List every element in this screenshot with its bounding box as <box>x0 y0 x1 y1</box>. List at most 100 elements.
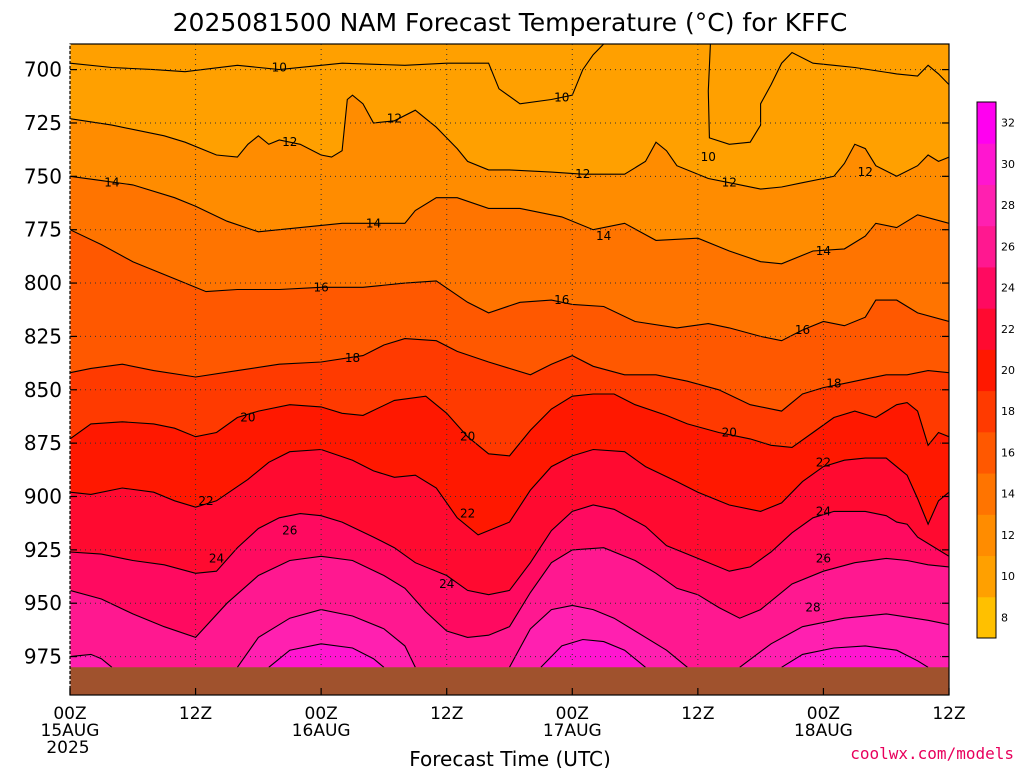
y-tick-label-725: 725 <box>24 111 62 135</box>
contour-label-3: 12 <box>282 135 297 149</box>
contour-label-17: 20 <box>240 411 255 425</box>
x-tick-date-0: 15AUG <box>41 721 100 741</box>
contour-line-30-16 <box>781 645 929 668</box>
colorbar-swatch-7 <box>977 308 996 350</box>
contour-label-22: 22 <box>816 455 831 469</box>
x-tick-year-0: 2025 <box>46 738 89 758</box>
y-axis: 700 725 750 775 800 825 850 875 900 925 950 975 <box>24 58 949 669</box>
x-tick-label-3: 12Z <box>430 704 463 724</box>
contour-line-30-14 <box>268 643 385 668</box>
colorbar-swatch-5 <box>977 390 996 433</box>
colorbar-swatch-1 <box>977 555 996 598</box>
x-axis-label: Forecast Time (UTC) <box>409 747 611 768</box>
x-tick-label-7: 12Z <box>932 704 965 724</box>
colorbar-label-10: 10 <box>1001 570 1015 583</box>
contour-label-0: 10 <box>272 60 287 74</box>
colorbar-swatch-3 <box>977 473 996 515</box>
y-tick-label-700: 700 <box>24 58 62 82</box>
plot-area: 10 10 10 12 12 12 12 12 14 14 14 14 16 16 16 18 18 20 20 20… <box>70 44 949 695</box>
contour-line-28-12 <box>509 604 688 668</box>
colorbar-label-16: 16 <box>1001 446 1015 459</box>
credit-text: coolwx.com/models <box>850 744 1014 763</box>
contour-label-21: 22 <box>460 507 475 521</box>
contour-label-20: 22 <box>198 494 213 508</box>
x-tick-label-5: 12Z <box>681 704 714 724</box>
colorbar-swatch-6 <box>977 349 996 392</box>
contour-line-24-8 <box>70 504 949 596</box>
contour-label-26: 26 <box>282 524 297 538</box>
contour-label-18: 20 <box>460 430 475 444</box>
contour-label-4: 12 <box>387 112 402 126</box>
contour-label-6: 12 <box>722 176 737 190</box>
contour-line-28-11 <box>236 609 416 668</box>
contour-label-12: 16 <box>314 280 329 294</box>
y-tick-label-775: 775 <box>24 218 62 242</box>
contour-line-18-5 <box>70 338 949 412</box>
y-tick-label-750: 750 <box>24 164 62 188</box>
contour-label-13: 16 <box>554 293 569 307</box>
contour-labels: 10 10 10 12 12 12 12 12 14 14 14 14 16 16 16 18 18 20 20 20… <box>104 60 873 614</box>
contour-label-2: 10 <box>701 150 716 164</box>
contour-line-28-10 <box>70 653 113 668</box>
y-tick-label-950: 950 <box>24 591 62 615</box>
contour-line-10-0 <box>70 44 605 105</box>
contour-lines <box>70 44 949 668</box>
colorbar-label-28: 28 <box>1001 199 1015 212</box>
x-tick-label-4: 00Z <box>556 704 589 724</box>
contour-label-19: 20 <box>722 425 737 439</box>
contour-label-5: 12 <box>575 167 590 181</box>
y-tick-label-900: 900 <box>24 484 62 508</box>
terrain-fill <box>70 667 949 695</box>
colorbar-label-26: 26 <box>1001 240 1015 253</box>
colorbar-swatch-10 <box>977 184 996 227</box>
y-tick-label-800: 800 <box>24 271 62 295</box>
chart-title: 2025081500 NAM Forecast Temperature (°C)… <box>173 8 848 37</box>
contour-label-7: 12 <box>858 165 873 179</box>
colorbar-swatch-11 <box>977 143 996 185</box>
colorbar-swatch-2 <box>977 514 996 557</box>
contour-label-16: 18 <box>826 376 841 390</box>
contour-label-25: 24 <box>816 504 831 518</box>
grid-lines <box>70 44 949 695</box>
colorbar-swatch-12 <box>977 102 996 144</box>
contour-line-10-1 <box>707 44 949 145</box>
colorbar-frame <box>976 101 997 639</box>
y-tick-label-975: 975 <box>24 645 62 669</box>
colorbar-label-14: 14 <box>1001 488 1015 501</box>
y-tick-label-825: 825 <box>24 324 62 348</box>
x-tick-label-0: 00Z <box>53 704 86 724</box>
contour-line-30-15 <box>540 638 646 668</box>
contour-line-26-9 <box>70 547 949 639</box>
x-tick-date-2: 16AUG <box>292 721 351 741</box>
contour-label-14: 16 <box>795 323 810 337</box>
contour-line-12-2 <box>70 94 949 190</box>
contour-label-23: 24 <box>209 551 224 565</box>
colorbar: 8 10 12 14 16 18 20 22 24 26 28 30 32 <box>976 101 1015 639</box>
contour-line-14-3 <box>70 175 949 265</box>
x-tick-date-6: 18AUG <box>794 721 853 741</box>
y-tick-label-850: 850 <box>24 378 62 402</box>
contour-label-15: 18 <box>345 351 360 365</box>
contour-label-24: 24 <box>439 577 454 591</box>
y-tick-label-875: 875 <box>24 431 62 455</box>
contour-label-9: 14 <box>366 216 381 230</box>
colorbar-label-20: 20 <box>1001 364 1015 377</box>
contour-label-10: 14 <box>596 229 611 243</box>
colorbar-swatch-8 <box>977 266 996 309</box>
x-tick-date-4: 17AUG <box>543 721 602 741</box>
y-tick-label-925: 925 <box>24 538 62 562</box>
colorbar-label-18: 18 <box>1001 405 1015 418</box>
x-tick-label-6: 00Z <box>807 704 840 724</box>
contour-label-27: 26 <box>816 551 831 565</box>
contour-label-8: 14 <box>104 176 119 190</box>
x-tick-label-2: 00Z <box>305 704 338 724</box>
filled-contours <box>70 44 949 695</box>
contour-line-20-6 <box>70 393 949 457</box>
colorbar-label-24: 24 <box>1001 282 1015 295</box>
contour-label-11: 14 <box>816 244 831 258</box>
colorbar-swatch-9 <box>977 225 996 268</box>
colorbar-label-32: 32 <box>1001 117 1015 130</box>
contour-line-22-7 <box>70 448 949 536</box>
